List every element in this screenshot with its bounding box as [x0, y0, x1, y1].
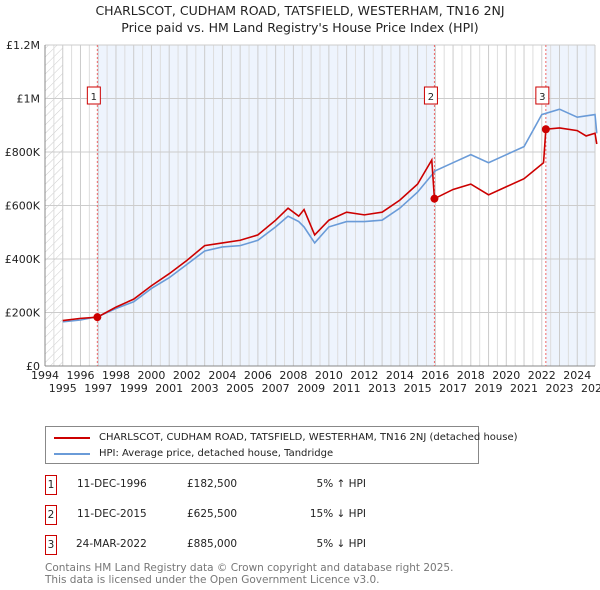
sale-price: £885,000	[187, 538, 238, 550]
x-tick-label: 2014	[386, 369, 414, 382]
y-tick-label: £1M	[17, 93, 41, 106]
legend: CHARLSCOT, CUDHAM ROAD, TATSFIELD, WESTE…	[45, 426, 518, 464]
x-tick-label: 2021	[510, 382, 538, 395]
sale-date: 24-MAR-2022	[76, 538, 147, 550]
x-tick-label: 2017	[439, 382, 467, 395]
sale-label: 2	[428, 92, 434, 103]
legend-swatch-blue	[54, 452, 90, 455]
x-tick-label: 2025	[581, 382, 600, 395]
x-tick-label: 2012	[350, 369, 378, 382]
y-tick-label: £800K	[5, 146, 41, 159]
title-line-1: CHARLSCOT, CUDHAM ROAD, TATSFIELD, WESTE…	[95, 3, 505, 18]
sale-price: £182,500	[187, 478, 238, 490]
x-tick-label: 2016	[421, 369, 449, 382]
x-tick-label: 2020	[492, 369, 520, 382]
sale-marker: 3	[45, 535, 57, 555]
chart-title: CHARLSCOT, CUDHAM ROAD, TATSFIELD, WESTE…	[0, 2, 600, 36]
x-tick-label: 2022	[528, 369, 556, 382]
x-tick-label: 2007	[262, 382, 290, 395]
sale-point	[93, 313, 102, 322]
sale-point	[541, 125, 550, 134]
x-tick-label: 2006	[244, 369, 272, 382]
x-tick-label: 2019	[475, 382, 503, 395]
x-tick-label: 2005	[226, 382, 254, 395]
sale-hpi: 5% ↓ HPI	[316, 538, 366, 550]
x-tick-label: 2024	[563, 369, 591, 382]
x-tick-label: 2018	[457, 369, 485, 382]
sale-date: 11-DEC-1996	[77, 478, 147, 490]
sale-marker: 1	[45, 475, 57, 495]
sale-label-box	[535, 86, 550, 105]
sale-label: 3	[539, 92, 545, 103]
sale-point	[430, 194, 439, 203]
y-tick-label: £200K	[5, 307, 41, 320]
sale-marker: 2	[45, 505, 57, 525]
x-tick-label: 2002	[173, 369, 201, 382]
legend-label: CHARLSCOT, CUDHAM ROAD, TATSFIELD, WESTE…	[99, 432, 518, 443]
x-tick-label: 1994	[31, 369, 59, 382]
legend-item-property: CHARLSCOT, CUDHAM ROAD, TATSFIELD, WESTE…	[54, 431, 518, 444]
x-tick-label: 2008	[279, 369, 307, 382]
x-tick-label: 2015	[404, 382, 432, 395]
x-tick-label: 2004	[208, 369, 236, 382]
footer-licence: This data is licensed under the Open Gov…	[45, 574, 380, 586]
property-price-line	[62, 127, 598, 322]
x-tick-label: 2013	[368, 382, 396, 395]
x-tick-label: 2001	[155, 382, 183, 395]
sale-label-box	[423, 86, 438, 105]
legend-item-hpi: HPI: Average price, detached house, Tand…	[54, 447, 333, 460]
sale-price: £625,500	[187, 508, 238, 520]
y-tick-label: £600K	[5, 200, 41, 213]
x-tick-label: 2010	[315, 369, 343, 382]
sale-label-box	[86, 86, 101, 105]
x-tick-label: 1996	[66, 369, 94, 382]
x-tick-label: 1998	[102, 369, 130, 382]
sale-label: 1	[91, 92, 97, 103]
x-tick-label: 1999	[120, 382, 148, 395]
title-line-2: Price paid vs. HM Land Registry's House …	[121, 20, 479, 35]
footer-copyright: Contains HM Land Registry data © Crown c…	[45, 562, 454, 574]
legend-label: HPI: Average price, detached house, Tand…	[99, 448, 334, 459]
y-tick-label: £0	[26, 360, 40, 373]
x-tick-label: 2011	[333, 382, 361, 395]
price-chart: 1994199519961997199819992000200120022003…	[5, 39, 600, 395]
legend-swatch-red	[54, 436, 90, 439]
sale-hpi: 5% ↑ HPI	[316, 478, 366, 490]
x-tick-label: 1995	[49, 382, 77, 395]
x-tick-label: 2003	[191, 382, 219, 395]
footer: Contains HM Land Registry data © Crown c…	[45, 562, 453, 586]
x-tick-label: 2023	[546, 382, 574, 395]
sale-date: 11-DEC-2015	[77, 508, 147, 520]
x-tick-label: 2009	[297, 382, 325, 395]
y-tick-label: £1.2M	[6, 39, 40, 52]
x-tick-label: 2000	[137, 369, 165, 382]
y-tick-label: £400K	[5, 253, 41, 266]
x-tick-label: 1997	[84, 382, 112, 395]
sale-hpi: 15% ↓ HPI	[309, 508, 366, 520]
hpi-line	[62, 108, 598, 323]
